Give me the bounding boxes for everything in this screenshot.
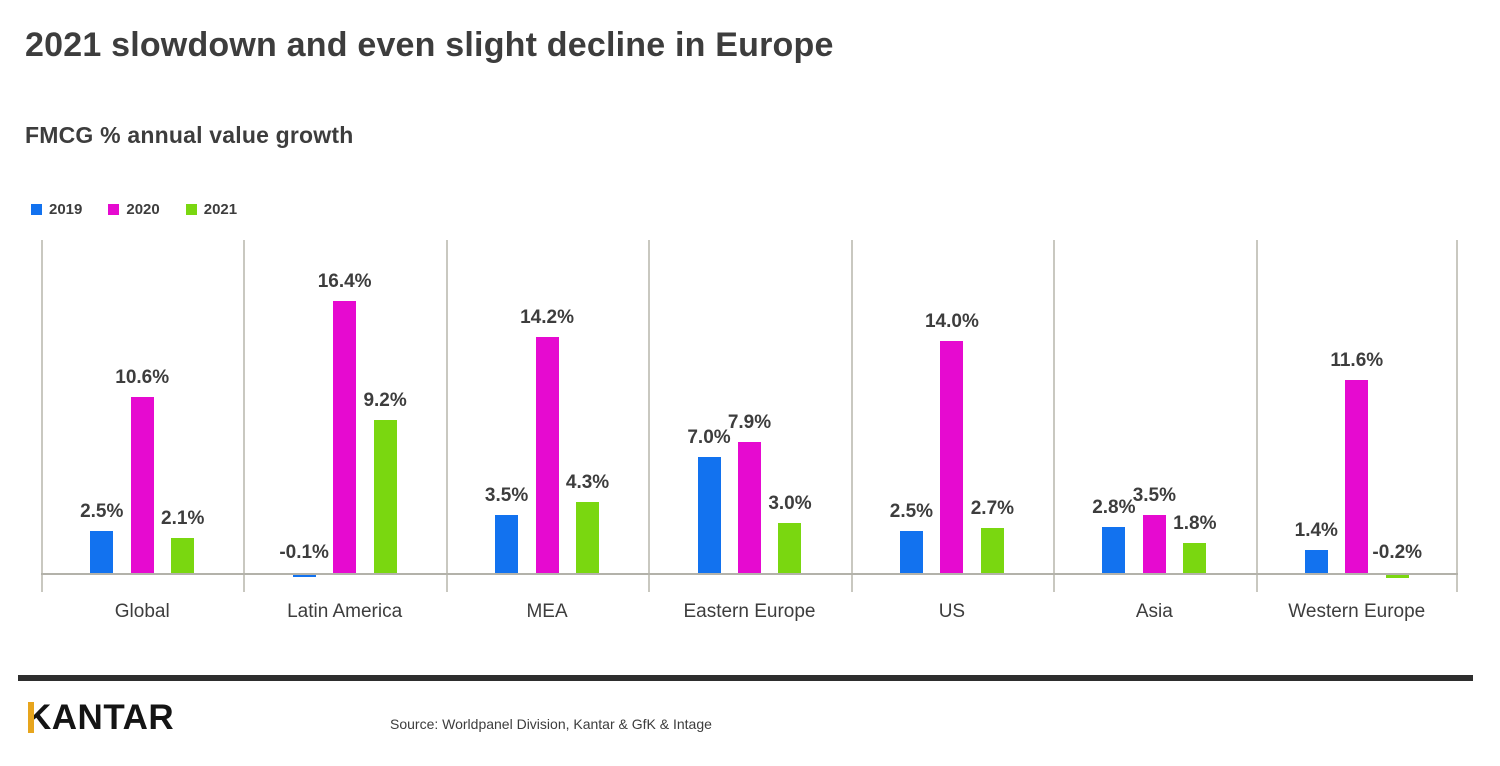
value-label-2019-global: 2.5% <box>80 501 124 522</box>
bar-2020-western-europe <box>1345 380 1369 573</box>
value-label-2021-us: 2.7% <box>970 498 1015 519</box>
chart-panel-latin-america: -0.1% 16.4% 9.2% Latin America <box>243 240 445 622</box>
bar-2019-western-europe <box>1304 550 1328 573</box>
kantar-logo-text: KANTAR <box>26 698 175 737</box>
bar-2020-latin-america <box>333 301 357 573</box>
legend-swatch-2019 <box>31 204 42 215</box>
bar-2021-mea <box>576 502 600 573</box>
panel-separator <box>41 240 43 592</box>
chart-subtitle: FMCG % annual value growth <box>25 122 354 148</box>
legend-label: 2019 <box>49 201 83 218</box>
panel-separator <box>243 240 245 592</box>
value-label-2020-global: 10.6% <box>115 367 170 388</box>
bar-2021-western-europe <box>1385 575 1409 578</box>
value-label-2020-asia: 3.5% <box>1132 485 1176 506</box>
bar-2021-latin-america <box>373 420 397 573</box>
bar-2020-us <box>940 341 964 573</box>
category-label: Asia <box>1135 601 1173 622</box>
bar-2019-global <box>90 531 114 573</box>
chart-panel-mea: 3.5% 14.2% 4.3% MEA <box>446 240 648 622</box>
value-label-2021-western-europe: -0.2% <box>1372 542 1423 563</box>
legend-item-2020: 2020 <box>108 201 160 218</box>
bar-2021-us <box>980 528 1004 573</box>
bar-2019-mea <box>495 515 519 573</box>
bar-2021-asia <box>1183 543 1207 573</box>
panel-separator <box>446 240 448 592</box>
bar-2021-eastern-europe <box>778 523 802 573</box>
panel-separator <box>1053 240 1055 592</box>
bar-2021-global <box>171 538 195 573</box>
kantar-logo: KANTAR <box>26 698 174 738</box>
chart-panel-us: 2.5% 14.0% 2.7% US <box>851 240 1053 622</box>
page-title: 2021 slowdown and even slight decline in… <box>25 26 834 64</box>
bar-2019-us <box>899 531 923 573</box>
panel-separator <box>1256 240 1258 592</box>
value-label-2021-eastern-europe: 3.0% <box>768 493 812 514</box>
category-label: Latin America <box>287 601 403 622</box>
legend-item-2021: 2021 <box>185 201 238 218</box>
category-label: Western Europe <box>1288 601 1426 622</box>
value-label-2020-us: 14.0% <box>924 311 979 332</box>
bar-2020-mea <box>535 337 559 573</box>
value-label-2019-asia: 2.8% <box>1092 497 1136 518</box>
value-label-2021-asia: 1.8% <box>1173 513 1217 534</box>
value-label-2019-latin-america: -0.1% <box>279 542 329 563</box>
value-label-2020-latin-america: 16.4% <box>317 271 372 292</box>
bar-2019-latin-america <box>292 575 316 577</box>
bar-2020-asia <box>1142 515 1166 573</box>
footer-divider <box>18 675 1473 681</box>
chart-panel-global: 2.5% 10.6% 2.1% Global <box>41 240 243 622</box>
bar-2020-global <box>130 397 154 573</box>
panel-separator <box>1456 240 1458 592</box>
value-label-2020-mea: 14.2% <box>520 307 574 328</box>
legend-item-2019: 2019 <box>31 201 82 218</box>
value-label-2019-western-europe: 1.4% <box>1294 520 1338 541</box>
bar-2020-eastern-europe <box>737 442 761 573</box>
chart-legend: 2019 2020 2021 <box>31 201 237 218</box>
category-label: Global <box>114 601 170 622</box>
chart-panel-western-europe: 1.4% 11.6% -0.2% Western Europe <box>1256 240 1458 622</box>
value-label-2020-western-europe: 11.6% <box>1330 350 1384 371</box>
legend-swatch-2021 <box>185 204 197 215</box>
value-label-2021-mea: 4.3% <box>565 472 610 493</box>
value-label-2020-eastern-europe: 7.9% <box>727 412 772 433</box>
legend-label: 2020 <box>126 201 160 218</box>
source-text: Source: Worldpanel Division, Kantar & Gf… <box>390 716 712 732</box>
legend-swatch-2020 <box>108 204 120 215</box>
panel-separator <box>851 240 853 592</box>
value-label-2019-eastern-europe: 7.0% <box>687 427 731 448</box>
bar-2019-eastern-europe <box>697 457 721 573</box>
value-label-2019-us: 2.5% <box>889 501 934 522</box>
category-label: MEA <box>526 601 568 622</box>
kantar-logo-gold-bar <box>28 702 34 733</box>
bar-chart: 2.5% 10.6% 2.1% Global -0.1% 16.4% 9.2% Latin A… <box>41 240 1458 622</box>
panel-separator <box>648 240 650 592</box>
bar-2019-asia <box>1102 527 1126 573</box>
value-label-2021-global: 2.1% <box>161 508 205 529</box>
category-label: US <box>938 601 966 622</box>
legend-label: 2021 <box>203 201 238 218</box>
category-label: Eastern Europe <box>683 601 816 622</box>
value-label-2019-mea: 3.5% <box>484 485 529 506</box>
x-axis-line <box>41 573 1458 575</box>
chart-panel-asia: 2.8% 3.5% 1.8% Asia <box>1053 240 1255 622</box>
chart-panel-eastern-europe: 7.0% 7.9% 3.0% Eastern Europe <box>648 240 850 622</box>
value-label-2021-latin-america: 9.2% <box>363 390 407 411</box>
